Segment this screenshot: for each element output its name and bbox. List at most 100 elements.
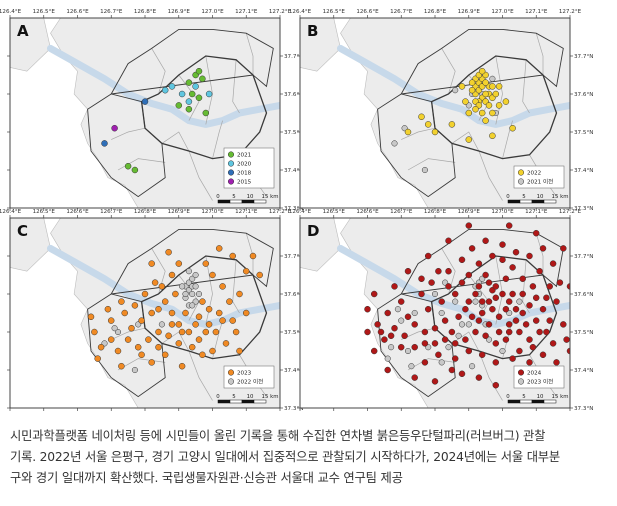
observation-point <box>209 271 216 279</box>
observation-point <box>505 222 513 229</box>
observation-point <box>364 305 371 313</box>
legend-marker <box>517 178 525 185</box>
observation-point <box>452 298 459 305</box>
observation-point <box>546 283 553 290</box>
longitude-label: 127.2°E <box>269 209 292 215</box>
latitude-label: 37.7°N <box>284 254 303 260</box>
observation-point <box>468 313 476 321</box>
observation-point <box>475 374 483 381</box>
scale-bar: 0 5 10 15 km <box>506 194 569 204</box>
scale-label: 0 <box>506 394 510 400</box>
observation-point <box>526 336 533 343</box>
observation-point <box>509 355 516 362</box>
longitude-label: 127.1°E <box>235 209 258 215</box>
observation-point <box>192 271 199 279</box>
observation-point <box>458 83 466 90</box>
observation-point <box>377 328 385 336</box>
observation-point <box>495 83 503 90</box>
observation-point <box>492 294 500 302</box>
observation-point <box>189 275 196 282</box>
panel-letter: D <box>307 222 319 240</box>
legend-label: 2024 <box>527 371 542 377</box>
scale-label: 15 km <box>552 194 569 200</box>
observation-point <box>499 290 506 298</box>
observation-point <box>502 305 510 313</box>
observation-point <box>468 86 476 94</box>
longitude-label: 126.7°E <box>100 9 123 15</box>
observation-point <box>451 340 459 347</box>
legend-box <box>223 365 275 389</box>
observation-point <box>549 340 557 347</box>
scale-label: 15 km <box>552 394 569 400</box>
observation-point <box>404 267 412 275</box>
observation-point <box>462 336 469 343</box>
observation-point <box>478 298 486 305</box>
observation-point <box>118 298 125 305</box>
observation-point <box>505 321 513 328</box>
observation-point <box>107 317 115 324</box>
observation-point <box>509 124 516 132</box>
observation-point <box>185 98 193 105</box>
latitude-label: 37.4°N <box>574 168 593 174</box>
observation-point <box>509 290 516 298</box>
observation-point <box>485 321 493 328</box>
observation-point <box>465 347 473 355</box>
observation-point <box>188 343 196 351</box>
observation-point <box>516 328 523 336</box>
observation-point <box>145 336 152 343</box>
observation-point <box>404 313 412 321</box>
latitude-label: 37.4°N <box>284 368 303 374</box>
observation-point <box>546 317 553 324</box>
observation-point <box>458 279 466 286</box>
observation-point <box>87 313 95 321</box>
panel-letter: C <box>17 222 28 240</box>
longitude-label: 127.0°E <box>491 209 514 215</box>
legend-label: 2020 <box>237 162 252 168</box>
observation-point <box>151 279 159 286</box>
observation-point <box>114 347 122 355</box>
observation-point <box>505 328 513 336</box>
observation-point <box>492 359 500 366</box>
longitude-label: 126.8°E <box>134 9 157 15</box>
observation-point <box>502 336 510 343</box>
observation-point <box>532 317 540 324</box>
legend-marker <box>227 178 235 185</box>
latitude-label: 37.3°N <box>574 206 593 212</box>
observation-point <box>192 83 199 90</box>
longitude-label: 126.5°E <box>323 209 346 215</box>
observation-point <box>404 347 412 355</box>
observation-point <box>138 317 145 324</box>
scale-label: 10 <box>247 394 254 400</box>
observation-point <box>529 283 537 290</box>
observation-point <box>384 355 391 362</box>
observation-point <box>478 351 486 359</box>
observation-point <box>475 260 483 267</box>
longitude-label: 126.4°E <box>0 209 22 215</box>
observation-point <box>478 309 486 317</box>
observation-point <box>465 321 472 328</box>
observation-point <box>465 109 473 117</box>
observation-point <box>249 252 257 260</box>
observation-point <box>418 275 425 283</box>
observation-point <box>384 366 391 374</box>
observation-point <box>192 283 199 290</box>
latitude-label: 37.6°N <box>574 92 593 98</box>
observation-point <box>458 256 466 264</box>
observation-point <box>199 298 206 305</box>
observation-point <box>445 283 452 290</box>
scale-label: 15 km <box>262 394 279 400</box>
observation-point <box>148 359 155 366</box>
observation-point <box>482 117 489 124</box>
observation-point <box>465 136 473 143</box>
observation-point <box>148 260 155 267</box>
observation-point <box>195 94 203 102</box>
observation-point <box>522 321 530 328</box>
observation-point <box>431 324 439 332</box>
longitude-label: 126.9°E <box>458 9 481 15</box>
observation-point <box>560 321 567 328</box>
observation-point <box>138 351 145 359</box>
scale-label: 0 <box>216 194 220 200</box>
longitude-label: 126.6°E <box>66 209 89 215</box>
observation-point <box>124 162 132 170</box>
observation-point <box>465 222 473 229</box>
